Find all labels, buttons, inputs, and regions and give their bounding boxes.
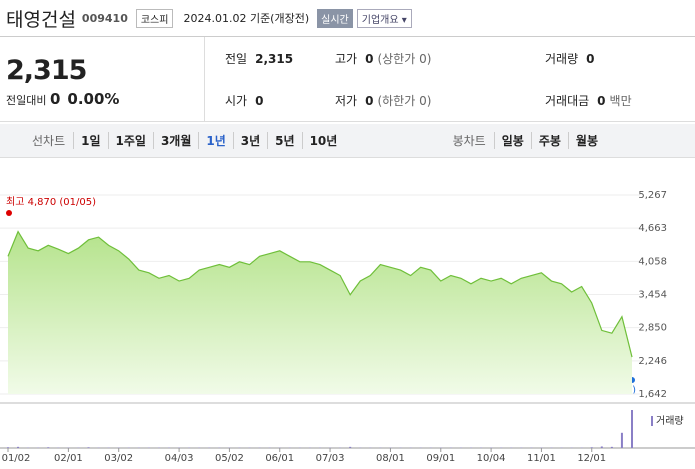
stat: 고가 0 (상한가 0) bbox=[335, 50, 545, 67]
chart: 최고 4,870 (01/05) 최저 1,935 (12/28) 5,2674… bbox=[0, 158, 695, 469]
stat-value: 0 bbox=[597, 94, 605, 108]
x-tick-label: 11/01 bbox=[527, 453, 556, 464]
realtime[interactable]: 실시간 bbox=[317, 9, 353, 28]
tab[interactable]: 주봉 bbox=[531, 132, 568, 149]
company-info[interactable]: 기업개요 ▾ bbox=[357, 9, 412, 28]
stat-value: 0 bbox=[365, 94, 373, 108]
y-tick-label: 1,642 bbox=[638, 389, 667, 400]
x-tick-label: 05/02 bbox=[215, 453, 244, 464]
tab-group-label: 봉차트 bbox=[421, 132, 494, 149]
volume-bar bbox=[621, 433, 623, 448]
y-tick-label: 3,454 bbox=[638, 290, 667, 301]
stat-value: 0 bbox=[586, 52, 594, 66]
volume-bar bbox=[601, 446, 603, 448]
stat: 거래대금 0 백만 bbox=[545, 92, 695, 109]
x-tick-label: 08/01 bbox=[376, 453, 405, 464]
change: 전일대비 0 0.00% bbox=[6, 90, 204, 108]
header: 태영건설 009410 코스피 2024.01.02 기준(개장전) 실시간 기… bbox=[0, 0, 695, 37]
stat-label: 거래대금 bbox=[545, 94, 589, 108]
stat-note: (상한가 0) bbox=[377, 52, 431, 66]
stat-label: 전일 bbox=[225, 52, 247, 66]
y-tick-label: 4,663 bbox=[638, 223, 667, 234]
volume-bar bbox=[7, 447, 9, 448]
stat-note: (하한가 0) bbox=[377, 94, 431, 108]
tab[interactable]: 5년 bbox=[267, 132, 301, 149]
price: 2,315 bbox=[6, 55, 204, 86]
change-rate: 0.00% bbox=[67, 90, 119, 108]
stat-value: 0 bbox=[365, 52, 373, 66]
x-tick-label: 04/03 bbox=[165, 453, 194, 464]
tab[interactable]: 1년 bbox=[198, 132, 232, 149]
volume-bar bbox=[349, 447, 351, 448]
volume-bar bbox=[591, 447, 593, 448]
change-label: 전일대비 bbox=[6, 94, 46, 107]
legend-swatch bbox=[651, 416, 653, 426]
price-box: 2,315 전일대비 0 0.00% bbox=[0, 37, 205, 121]
stock-code: 009410 bbox=[82, 12, 128, 25]
tab[interactable]: 월봉 bbox=[568, 132, 605, 149]
y-tick-label: 4,058 bbox=[638, 256, 667, 267]
x-tick-label: 03/02 bbox=[104, 453, 133, 464]
x-tick-label: 07/03 bbox=[316, 453, 345, 464]
stat-value: 2,315 bbox=[255, 52, 293, 66]
volume-bar bbox=[88, 447, 90, 448]
stat: 거래량 0 bbox=[545, 50, 695, 67]
stat: 전일 2,315 bbox=[225, 50, 335, 67]
y-tick-label: 5,267 bbox=[638, 190, 667, 201]
high-label: 최고 4,870 (01/05) bbox=[6, 196, 96, 208]
tab[interactable]: 3개월 bbox=[153, 132, 198, 149]
date: 2024.01.02 기준(개장전) bbox=[183, 10, 309, 26]
stat: 저가 0 (하한가 0) bbox=[335, 92, 545, 109]
stat-label: 시가 bbox=[225, 94, 247, 108]
company-info-label: 기업개요 bbox=[362, 15, 399, 26]
y-tick-label: 2,246 bbox=[638, 356, 667, 367]
volume-bar bbox=[47, 447, 49, 448]
x-tick-label: 09/01 bbox=[426, 453, 455, 464]
tab-group-label: 선차트 bbox=[0, 132, 73, 149]
price-area bbox=[8, 232, 632, 394]
tab[interactable]: 10년 bbox=[302, 132, 345, 149]
x-tick-label: 10/04 bbox=[477, 453, 506, 464]
stat-label: 저가 bbox=[335, 94, 357, 108]
quote: 2,315 전일대비 0 0.00% 전일 2,315 고가 0 (상한가 0) 거래량 0… bbox=[0, 37, 695, 122]
market: 코스피 bbox=[136, 9, 174, 28]
high-dot bbox=[6, 210, 12, 216]
stock-name: 태영건설 bbox=[6, 5, 76, 32]
x-tick-label: 12/01 bbox=[577, 453, 606, 464]
tab[interactable]: 일봉 bbox=[494, 132, 531, 149]
tab[interactable]: 3년 bbox=[233, 132, 267, 149]
stat: 시가 0 bbox=[225, 92, 335, 109]
volume-bar bbox=[17, 447, 19, 448]
stat-label: 고가 bbox=[335, 52, 357, 66]
tab[interactable]: 1주일 bbox=[108, 132, 153, 149]
y-tick-label: 2,850 bbox=[638, 323, 667, 334]
x-tick-label: 02/01 bbox=[54, 453, 83, 464]
volume-bar bbox=[631, 410, 633, 448]
x-tick-label: 01/02 bbox=[2, 453, 31, 464]
volume-bar bbox=[611, 447, 613, 448]
stat-label: 거래량 bbox=[545, 52, 578, 66]
change-value: 0 bbox=[50, 90, 60, 108]
legend-label: 거래량 bbox=[656, 415, 684, 427]
x-tick-label: 06/01 bbox=[265, 453, 294, 464]
tab[interactable]: 1일 bbox=[73, 132, 107, 149]
stat-value: 0 bbox=[255, 94, 263, 108]
stat-note: 백만 bbox=[610, 94, 632, 108]
